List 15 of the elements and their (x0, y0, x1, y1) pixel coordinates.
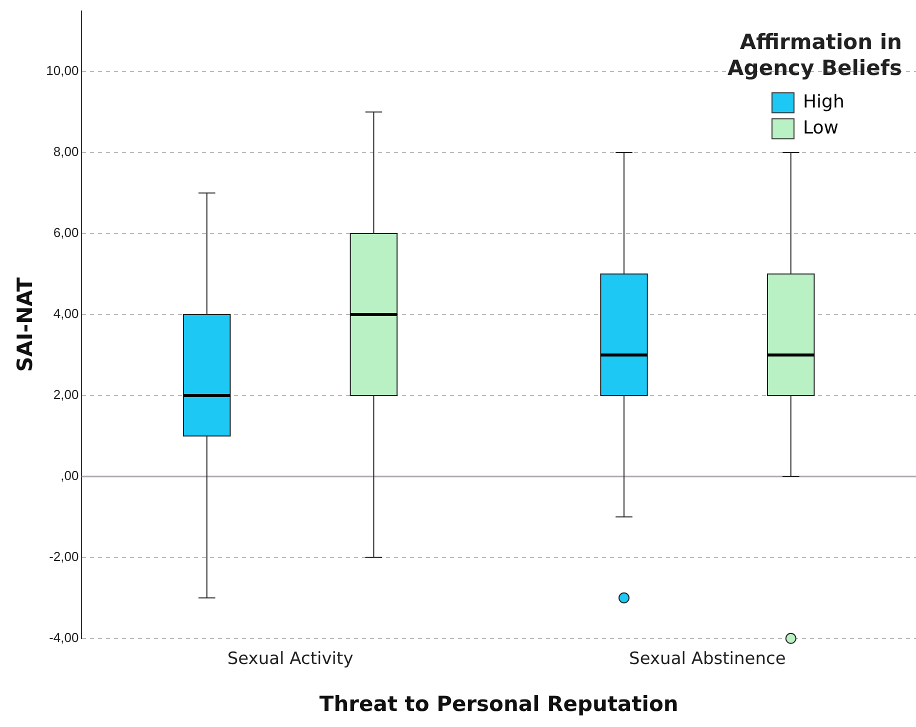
legend-label: Low (803, 117, 838, 138)
y-tick-label: 10,00 (46, 63, 79, 78)
y-tick-label: -2,00 (49, 548, 79, 564)
x-tick-label: Sexual Abstinence (629, 649, 786, 670)
y-tick-label: 4,00 (53, 306, 79, 322)
legend-title: Affirmation in Agency Beliefs (726, 28, 902, 81)
y-axis-title: SAI-NAT (13, 276, 38, 372)
y-tick-label: -4,00 (49, 630, 79, 645)
legend-label: High (803, 91, 844, 112)
y-tick-label: 2,00 (53, 387, 79, 402)
y-tick-label: ,00 (60, 468, 79, 484)
x-tick-label: Sexual Activity (227, 649, 354, 670)
x-axis-title: Threat to Personal Reputation (319, 692, 678, 716)
y-tick-label: 6,00 (53, 225, 79, 240)
y-tick-label: 8,00 (53, 144, 79, 160)
